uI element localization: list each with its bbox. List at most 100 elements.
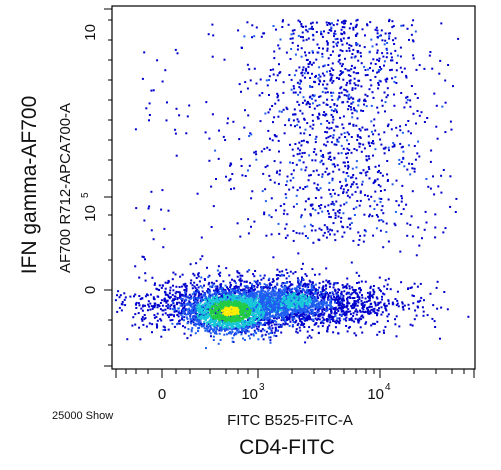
event-dot [367,312,370,315]
event-dot [382,55,385,58]
event-dot [272,68,275,71]
event-dot [367,155,370,158]
event-dot [164,69,167,72]
event-dot [167,296,170,298]
event-dot [336,308,339,311]
event-dot [287,23,290,26]
event-dot [258,315,261,318]
event-dot [298,287,301,290]
event-dot [141,77,144,80]
event-dot [236,303,239,306]
event-dot [351,193,354,196]
event-dot [208,330,211,333]
event-dot [374,190,377,193]
event-dot [376,312,379,315]
event-dot [328,127,331,130]
event-dot [347,152,349,155]
event-dot [193,299,195,302]
event-dot [269,69,272,71]
event-dot [282,308,285,311]
event-dot [166,101,168,104]
event-dot [352,312,355,315]
event-dot [230,188,232,191]
event-dot [386,320,389,323]
event-dot [204,311,206,314]
event-dot [325,21,328,24]
event-dot [219,339,222,341]
event-dot [376,71,379,74]
event-dot [387,240,390,243]
event-dot [268,148,271,151]
event-dot [263,304,266,307]
event-dot [245,307,248,310]
event-dot [205,324,208,327]
event-dot [283,132,286,135]
event-dot [198,297,201,300]
event-dot [253,294,256,297]
event-dot [235,289,238,292]
event-dot [183,305,186,307]
event-dot [334,326,337,329]
event-dot [329,106,332,108]
event-dot [149,293,152,296]
event-dot [321,295,324,298]
event-dot [225,290,228,293]
event-dot [160,299,163,302]
event-dot [395,179,398,182]
event-dot [316,295,319,298]
event-dot [343,299,345,302]
event-dot [192,302,195,305]
event-dot [250,197,253,200]
event-dot [372,322,375,325]
event-dot [336,164,339,167]
event-dot [196,283,199,286]
event-dot [347,105,350,107]
event-dot [346,139,349,142]
event-dot [236,289,239,292]
event-dot [282,322,285,325]
event-dot [363,234,366,237]
event-dot [117,290,120,293]
event-dot [311,303,314,306]
event-dot [163,291,166,294]
event-dot [278,232,281,235]
event-dot [243,288,246,291]
event-dot [337,41,339,44]
event-dot [359,129,362,132]
event-dot [272,256,275,259]
event-dot [266,164,269,167]
event-dot [394,210,397,213]
event-dot [268,318,271,321]
event-dot [324,91,327,94]
event-dot [197,294,200,297]
event-dot [297,93,300,96]
event-dot [350,318,353,321]
event-dot [301,68,304,71]
event-dot [346,42,348,45]
event-dot [280,293,283,295]
event-dot [195,262,198,265]
event-dot [138,276,141,279]
event-dot [212,205,215,208]
event-dot [257,284,259,287]
event-dot [216,299,219,302]
event-dot [288,289,291,292]
event-dot [256,327,259,330]
event-dot [356,186,359,189]
event-dot [229,284,232,286]
event-dot [333,143,336,146]
event-dot [330,78,333,81]
event-dot [153,314,156,317]
event-dot [165,300,168,303]
event-dot [345,319,348,322]
event-dot [363,99,365,102]
event-dot [235,333,238,336]
event-dot [327,64,330,66]
event-dot [217,290,220,293]
event-dot [200,306,203,309]
event-dot [185,132,188,135]
event-dot [291,319,294,322]
event-dot [322,83,324,86]
event-dot [328,172,331,175]
event-dot [300,291,303,294]
